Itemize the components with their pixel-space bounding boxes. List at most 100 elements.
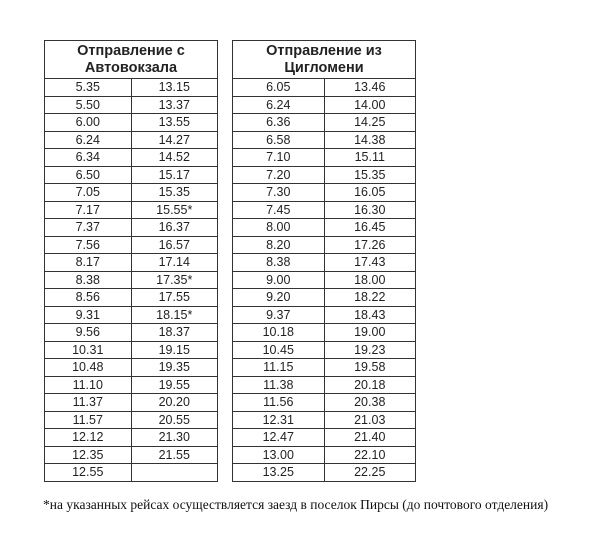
table-row: 7.05 15.35 [44,183,218,202]
departure-time-cell: 6.36 [232,113,325,132]
departure-time-cell: 18.43 [323,305,416,324]
table-row: 7.30 16.05 [232,183,416,202]
departure-time-cell: 21.03 [323,410,416,429]
departure-time-cell: 11.38 [232,375,325,394]
departure-time-cell: 12.55 [44,463,132,482]
departure-time-cell: 13.25 [232,463,325,482]
table-row: 9.20 18.22 [232,288,416,307]
departure-time-cell: 16.05 [323,183,416,202]
departure-time-cell: 12.12 [44,428,132,447]
table-row: 10.31 19.15 [44,340,218,359]
table-row: 8.00 16.45 [232,218,416,237]
departure-time-cell: 6.05 [232,78,325,97]
table-row: 11.10 19.55 [44,375,218,394]
departure-time-cell: 14.00 [323,95,416,114]
departure-time-cell: 6.24 [44,130,132,149]
departure-time-cell: 22.10 [323,445,416,464]
departure-time-cell: 6.50 [44,165,132,184]
departure-time-cell: 7.10 [232,148,325,167]
departure-time-cell: 9.37 [232,305,325,324]
departure-time-cell: 20.55 [130,410,218,429]
departure-time-cell: 19.00 [323,323,416,342]
table-row: 6.00 13.55 [44,113,218,132]
departure-time-cell: 14.38 [323,130,416,149]
departure-time-cell: 15.17 [130,165,218,184]
schedule-table-bus-station: Отправление с Автовокзала 5.35 13.15 5.50 13… [44,40,218,482]
departure-time-cell: 9.00 [232,270,325,289]
table-row: 7.45 16.30 [232,200,416,219]
departure-time-cell: 20.38 [323,393,416,412]
table-row: 12.35 21.55 [44,445,218,464]
departure-time-cell: 8.20 [232,235,325,254]
departure-time-cell: 15.55* [130,200,218,219]
table-row: 6.50 15.17 [44,165,218,184]
departure-time-cell: 14.25 [323,113,416,132]
departure-time-cell: 12.31 [232,410,325,429]
departure-time-cell: 19.55 [130,375,218,394]
departure-time-cell: 16.37 [130,218,218,237]
table-header: Отправление с Автовокзала [44,40,218,79]
table-row: 9.56 18.37 [44,323,218,342]
table-row: 7.37 16.37 [44,218,218,237]
departure-time-cell: 14.52 [130,148,218,167]
departure-time-cell: 21.30 [130,428,218,447]
departure-time-cell: 16.45 [323,218,416,237]
departure-time-cell: 13.00 [232,445,325,464]
header-line: Цигломени [284,60,364,76]
departure-time-cell: 17.55 [130,288,218,307]
departure-time-cell: 13.37 [130,95,218,114]
departure-time-cell: 11.57 [44,410,132,429]
table-row: 10.18 19.00 [232,323,416,342]
departure-time-cell: 6.00 [44,113,132,132]
departure-time-cell: 13.15 [130,78,218,97]
table-row: 10.48 19.35 [44,358,218,377]
departure-time-cell: 9.20 [232,288,325,307]
table-row: 7.17 15.55* [44,200,218,219]
departure-time-cell: 15.35 [130,183,218,202]
table-row: 6.58 14.38 [232,130,416,149]
departure-time-cell: 5.35 [44,78,132,97]
departure-time-cell: 11.10 [44,375,132,394]
departure-time-cell: 18.22 [323,288,416,307]
footnote: *на указанных рейсах осуществляется заез… [43,497,549,512]
departure-time-cell: 18.15* [130,305,218,324]
departure-time-cell: 21.55 [130,445,218,464]
departure-time-cell: 16.30 [323,200,416,219]
departure-time-cell: 12.35 [44,445,132,464]
departure-time-cell: 8.56 [44,288,132,307]
table-row: 6.05 13.46 [232,78,416,97]
departure-time-cell: 11.37 [44,393,132,412]
header-line: Автовокзала [84,60,178,76]
departure-time-cell: 19.35 [130,358,218,377]
table-row: 8.56 17.55 [44,288,218,307]
departure-time-cell: 18.37 [130,323,218,342]
departure-time-cell: 8.38 [44,270,132,289]
table-row: 11.37 20.20 [44,393,218,412]
departure-time-cell: 17.14 [130,253,218,272]
departure-time-cell: 8.17 [44,253,132,272]
header-line: Отправление с [77,43,185,59]
departure-time-cell: 5.50 [44,95,132,114]
departure-time-cell: 15.11 [323,148,416,167]
table-row: 13.25 22.25 [232,463,416,482]
departure-time-cell: 20.18 [323,375,416,394]
departure-time-cell: 7.05 [44,183,132,202]
table-header: Отправление из Цигломени [232,40,416,79]
departure-time-cell: 19.23 [323,340,416,359]
table-row: 12.31 21.03 [232,410,416,429]
departure-time-cell: 9.56 [44,323,132,342]
table-row: 8.20 17.26 [232,235,416,254]
table-row: 11.38 20.18 [232,375,416,394]
departure-time-cell: 7.37 [44,218,132,237]
departure-time-cell: 21.40 [323,428,416,447]
departure-time-cell: 8.00 [232,218,325,237]
table-row: 8.38 17.35* [44,270,218,289]
departure-time-cell: 13.46 [323,78,416,97]
table-row: 7.20 15.35 [232,165,416,184]
departure-time-cell: 7.45 [232,200,325,219]
table-row: 9.00 18.00 [232,270,416,289]
departure-time-cell: 10.48 [44,358,132,377]
departure-time-cell: 10.31 [44,340,132,359]
departure-time-cell: 18.00 [323,270,416,289]
table-row: 6.24 14.00 [232,95,416,114]
